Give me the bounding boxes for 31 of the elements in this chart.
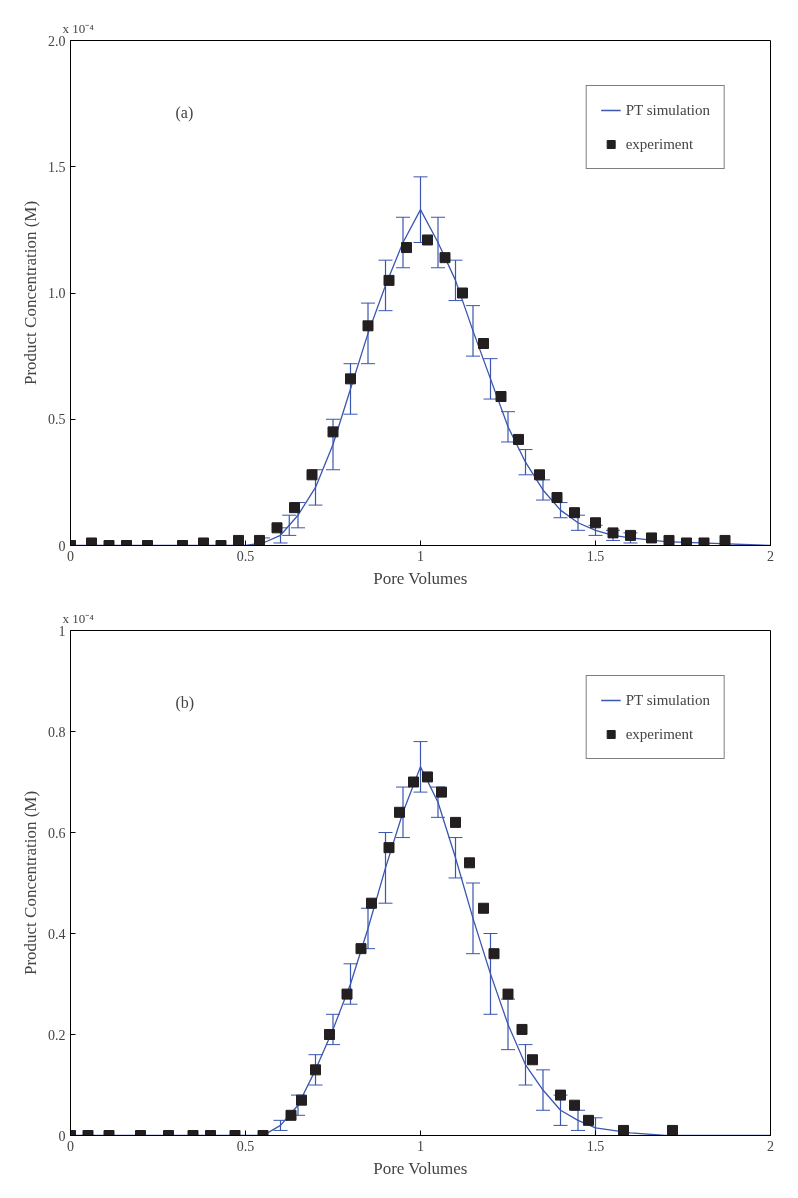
legend-label: experiment bbox=[625, 725, 694, 743]
text: x 10⁻⁴ bbox=[62, 610, 95, 626]
x-tick-label: 1.5 bbox=[586, 548, 605, 564]
annotation: (a) bbox=[175, 104, 194, 123]
legend-label: PT simulation bbox=[625, 101, 710, 119]
x-tick-label: 0.5 bbox=[236, 548, 255, 564]
y-tick-label: 0 bbox=[58, 1128, 66, 1144]
y-tick-label: 1.0 bbox=[48, 286, 66, 301]
y-tick-label: 0.8 bbox=[48, 724, 66, 740]
x-tick-label: 1 bbox=[417, 1138, 424, 1154]
text: x 10⁻⁴ bbox=[62, 20, 95, 36]
legend-label: experiment bbox=[625, 135, 694, 153]
x-axis-title: Pore Volumes bbox=[373, 568, 468, 588]
y-tick-label: 0.5 bbox=[48, 412, 66, 428]
x-tick-label: 2 bbox=[767, 1138, 774, 1154]
x-tick-label: 1 bbox=[417, 548, 424, 564]
x-axis-title: Pore Volumes bbox=[373, 1158, 468, 1178]
x-tick-label: 0.5 bbox=[236, 1138, 255, 1154]
y-tick-label: 0 bbox=[58, 538, 66, 554]
y-tick-label: 0.2 bbox=[48, 1027, 66, 1043]
y-tick-label: 1.5 bbox=[48, 159, 66, 175]
y-axis-title: Product Concentration (M) bbox=[21, 200, 40, 386]
y-tick-label: 0.4 bbox=[48, 926, 66, 942]
y-tick-label: 1 bbox=[58, 623, 66, 639]
y-tick-label: 2.0 bbox=[48, 33, 66, 49]
legend-label: PT simulation bbox=[625, 691, 710, 709]
y-axis-title: Product Concentration (M) bbox=[21, 790, 40, 976]
y-tick-label: 0.6 bbox=[48, 825, 66, 841]
x-tick-label: 2 bbox=[767, 548, 774, 564]
annotation: (b) bbox=[175, 694, 195, 713]
x-tick-label: 1.5 bbox=[586, 1138, 605, 1154]
